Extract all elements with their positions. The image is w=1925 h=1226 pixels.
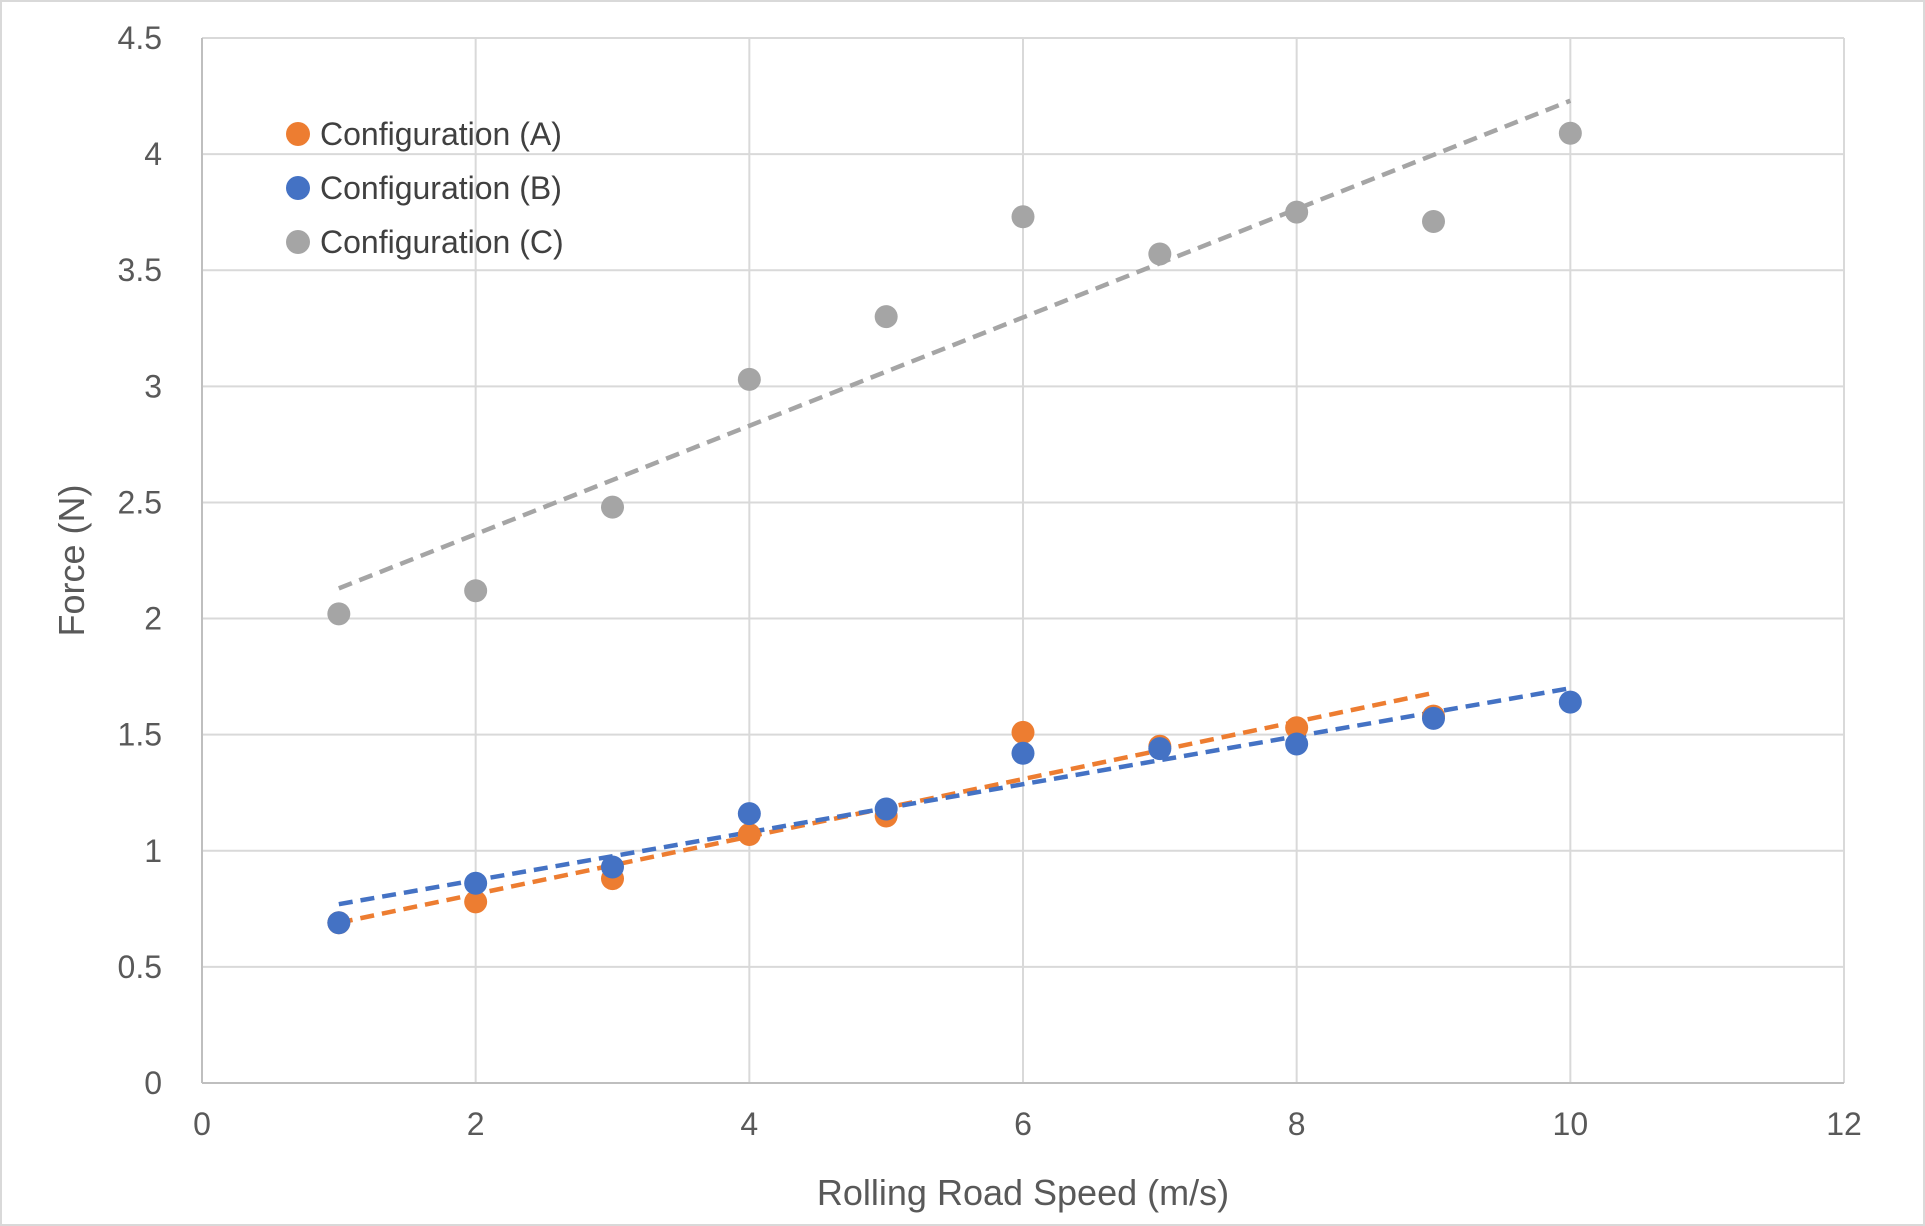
data-point-series-2: [464, 871, 488, 895]
x-tick-label: 2: [467, 1106, 485, 1142]
trendline-series-2: [338, 686, 1571, 907]
y-tick-label: 3: [144, 368, 162, 404]
data-point-series-1: [1011, 720, 1035, 744]
data-point-series-3: [1422, 209, 1445, 233]
data-point-series-3: [1148, 242, 1172, 266]
x-tick-label: 4: [740, 1106, 758, 1142]
y-tick-label: 3.5: [118, 252, 162, 288]
legend-label: Configuration (A): [320, 116, 562, 152]
legend-marker: [286, 230, 310, 254]
data-points: [327, 121, 1582, 935]
data-point-series-2: [874, 797, 898, 821]
x-tick-label: 10: [1553, 1106, 1589, 1142]
y-tick-label: 4: [144, 136, 162, 172]
y-tick-label: 4.5: [118, 20, 162, 56]
data-point-series-2: [327, 911, 351, 935]
data-point-series-2: [737, 802, 761, 826]
axes: [201, 38, 1844, 1084]
x-tick-label: 0: [193, 1106, 211, 1142]
data-point-series-1: [737, 823, 761, 847]
data-point-series-3: [737, 367, 761, 391]
tick-labels: 0 0.5 1 1.5 2 2.5 3 3.5 4 4.5 0 2 4 6 8 10 12: [118, 20, 1862, 1142]
x-tick-label: 6: [1014, 1106, 1032, 1142]
data-point-series-1: [464, 890, 488, 914]
y-tick-label: 2.5: [118, 484, 162, 520]
x-tick-label: 12: [1826, 1106, 1862, 1142]
data-point-series-2: [1558, 690, 1582, 714]
legend-label: Configuration (C): [320, 224, 564, 260]
x-tick-label: 8: [1288, 1106, 1306, 1142]
trendline-series-3: [338, 98, 1572, 591]
y-tick-label: 1: [144, 833, 162, 869]
x-axis-title: Rolling Road Speed (m/s): [817, 1172, 1229, 1213]
data-point-series-3: [874, 305, 898, 329]
data-point-series-2: [601, 855, 624, 879]
legend-label: Configuration (B): [320, 170, 562, 206]
data-point-series-3: [327, 602, 351, 626]
y-tick-label: 1.5: [118, 717, 162, 753]
data-point-series-2: [1011, 741, 1035, 765]
data-point-series-3: [464, 579, 488, 603]
data-point-series-3: [1285, 200, 1309, 224]
data-point-series-3: [601, 495, 624, 519]
data-point-series-2: [1422, 706, 1445, 730]
legend: Configuration (A) Configuration (B) Config…: [286, 116, 564, 260]
gridlines: [202, 37, 1845, 1083]
y-tick-label: 0: [144, 1065, 162, 1101]
y-tick-label: 0.5: [118, 949, 162, 985]
legend-marker: [286, 176, 310, 200]
legend-marker: [286, 122, 310, 146]
y-tick-label: 2: [144, 601, 162, 637]
data-point-series-2: [1285, 732, 1309, 756]
data-point-series-3: [1011, 205, 1035, 229]
y-axis-title: Force (N): [51, 485, 92, 637]
data-point-series-3: [1558, 121, 1582, 145]
data-point-series-2: [1148, 737, 1172, 761]
data-point-series-1: [1285, 716, 1309, 740]
